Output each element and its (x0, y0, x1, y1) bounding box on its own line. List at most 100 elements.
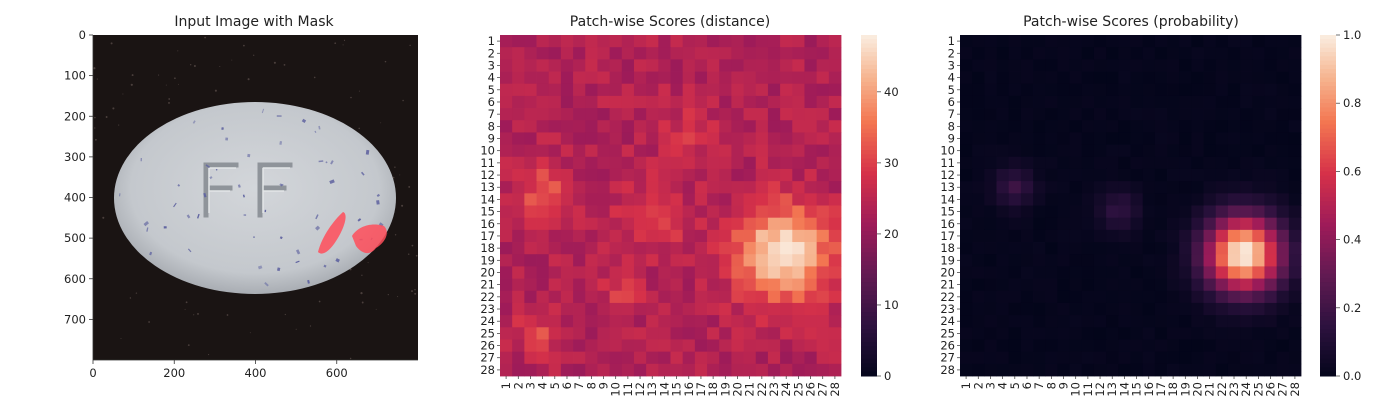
distance-cell (828, 168, 842, 182)
distance-cell (512, 193, 525, 206)
distance-cell (743, 47, 757, 60)
distance-cell (548, 302, 562, 316)
distance-x-tick-label: 25 (791, 382, 805, 397)
probability-cell (984, 47, 997, 60)
distance-y-tick-label: 17 (480, 229, 495, 243)
distance-y-tick-label: 5 (488, 83, 495, 97)
probability-cell (1288, 83, 1302, 97)
probability-cell (1106, 168, 1119, 182)
probability-colorbar-segment (1320, 282, 1336, 287)
distance-cell (646, 156, 659, 170)
probability-cell (1227, 205, 1241, 219)
distance-y-tick-label: 26 (480, 339, 495, 353)
probability-cell (1142, 168, 1156, 182)
noise-speck (380, 122, 382, 124)
distance-cell (548, 59, 562, 72)
distance-cell (621, 363, 635, 377)
distance-cell (755, 266, 769, 279)
probability-cell (1033, 290, 1046, 304)
distance-cell (585, 254, 598, 267)
distance-cell (609, 242, 623, 255)
distance-cell (767, 217, 781, 231)
probability-cell (1215, 217, 1229, 231)
distance-cell (792, 339, 805, 353)
distance-colorbar-segment (861, 90, 877, 96)
probability-cell (1008, 95, 1022, 109)
speck (237, 184, 241, 188)
distance-cell (694, 254, 708, 267)
probability-cell (1093, 351, 1107, 365)
probability-cell (1191, 315, 1204, 328)
probability-cell (960, 278, 973, 292)
probability-cell (1154, 351, 1168, 365)
distance-cell (646, 35, 659, 48)
distance-cell (816, 59, 830, 72)
probability-cell (1288, 278, 1302, 292)
distance-colorbar-segment (861, 184, 877, 189)
distance-cell (731, 205, 744, 219)
distance-cell (621, 35, 635, 48)
probability-cell (1057, 217, 1071, 231)
probability-colorbar-segment (1320, 354, 1336, 360)
distance-cell (512, 327, 525, 340)
distance-cell (792, 315, 805, 328)
probability-cell (1154, 266, 1168, 279)
probability-cell (1264, 168, 1278, 182)
probability-cell (1057, 242, 1071, 255)
probability-cell (1106, 217, 1119, 231)
probability-cell (1142, 193, 1156, 206)
distance-cell (707, 108, 720, 121)
probability-cell (1057, 229, 1071, 243)
probability-cell (1288, 302, 1302, 316)
distance-cell (707, 302, 720, 316)
distance-y-tick-label: 21 (480, 278, 495, 292)
probability-cell (1264, 71, 1278, 85)
distance-cell (682, 290, 696, 304)
noise-speck (361, 274, 363, 276)
distance-cell (792, 47, 805, 60)
distance-cell (560, 327, 574, 340)
distance-cell (792, 83, 805, 97)
distance-cell (792, 266, 805, 279)
probability-cell (960, 108, 973, 121)
distance-cell (585, 266, 598, 279)
distance-colorbar-segment (861, 98, 877, 104)
distance-x-tick-label: 9 (597, 382, 611, 389)
probability-cell (1276, 144, 1290, 158)
probability-cell (1276, 278, 1290, 292)
distance-cell (658, 217, 671, 231)
distance-cell (682, 363, 696, 377)
distance-cell (767, 327, 781, 340)
distance-cell (780, 47, 793, 60)
distance-cell (707, 35, 720, 48)
probability-colorbar-segment (1320, 248, 1336, 253)
distance-cell (780, 95, 793, 109)
distance-cell (658, 315, 671, 328)
probability-colorbar-segment (1320, 43, 1336, 49)
speck (280, 183, 284, 186)
distance-colorbar-segment (861, 137, 877, 143)
distance-cell (597, 302, 611, 316)
probability-panel-title: Patch-wise Scores (probability) (1023, 14, 1239, 30)
probability-colorbar-segment (1320, 273, 1336, 279)
distance-cell (658, 156, 671, 170)
probability-x-tick-label: 14 (1117, 382, 1131, 397)
probability-cell (1264, 132, 1278, 146)
probability-cell (984, 302, 997, 316)
probability-cell (984, 193, 997, 206)
probability-cell (1288, 363, 1302, 377)
distance-cell (670, 35, 684, 48)
distance-cell (548, 363, 562, 377)
distance-cell (573, 168, 586, 182)
distance-cell (670, 47, 684, 60)
distance-cell (621, 315, 635, 328)
probability-cell (1215, 242, 1229, 255)
distance-cell (536, 327, 550, 340)
distance-cell (670, 205, 684, 219)
distance-cell (743, 120, 757, 133)
distance-cell (646, 229, 659, 243)
probability-cell (972, 315, 985, 328)
probability-cell (1264, 205, 1278, 219)
probability-cell (1142, 315, 1156, 328)
probability-cell (1118, 156, 1131, 170)
